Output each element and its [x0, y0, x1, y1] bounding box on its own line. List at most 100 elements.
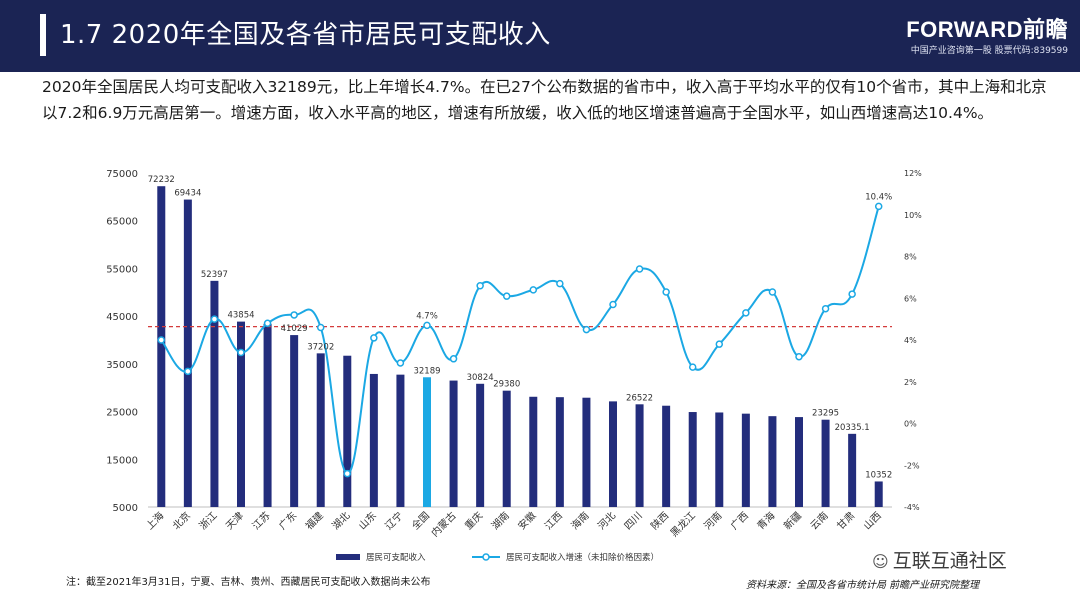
bar — [183, 199, 192, 507]
growth-point — [370, 334, 378, 342]
growth-point — [157, 336, 166, 344]
y-right-tick-label: 0% — [904, 420, 917, 429]
growth-point — [556, 279, 564, 288]
bar — [582, 397, 591, 507]
brand-subtitle: 中国产业咨询第一股 股票代码:839599 — [910, 46, 1068, 56]
page-title: 1.7 2020年全国及各省市居民可支配收入 — [60, 20, 551, 50]
bar — [343, 355, 352, 507]
income-chart: 5000 15000 25000 35000 45000 55000 65000 75000 -… — [106, 169, 922, 563]
x-tick-label: 青海 — [754, 509, 777, 532]
x-tick-label: 北京 — [170, 509, 193, 532]
x-tick-label: 上海 — [143, 509, 166, 532]
y-right-tick-label: -4% — [904, 503, 920, 512]
bar — [529, 396, 538, 507]
bar — [555, 397, 564, 507]
y-left-tick-label: 35000 — [106, 360, 138, 371]
x-tick-label: 湖北 — [330, 510, 353, 533]
bar — [821, 419, 830, 507]
bar — [502, 390, 511, 507]
x-tick-label: 黑龙江 — [667, 509, 697, 539]
bar — [316, 353, 325, 507]
x-tick-label: 河北 — [595, 510, 618, 533]
legend-bar-swatch — [336, 554, 360, 560]
x-tick-label: 福建 — [303, 509, 326, 532]
x-tick-label: 山东 — [356, 509, 379, 532]
bar — [635, 404, 644, 507]
y-left-tick-label: 55000 — [106, 264, 138, 275]
header-bar: 1.7 2020年全国及各省市居民可支配收入 FORWARD前瞻 中国产业咨询第… — [0, 0, 1080, 72]
bar-data-label: 30824 — [467, 373, 494, 383]
growth-point — [263, 319, 272, 328]
y-right-tick-label: 10% — [904, 211, 922, 220]
bar — [848, 433, 857, 507]
bar — [768, 416, 777, 507]
bar — [210, 280, 219, 507]
bar — [795, 417, 803, 507]
x-tick-label: 江西 — [542, 510, 565, 533]
source-note: 资料来源：全国及各省市统计局 前瞻产业研究院整理 — [746, 580, 980, 591]
growth-point — [874, 202, 883, 211]
bar — [476, 383, 485, 507]
bar-data-label: 20335.1 — [835, 423, 870, 433]
x-tick-label: 云南 — [807, 509, 830, 532]
bar-data-label: 72232 — [148, 175, 175, 185]
growth-point — [449, 355, 458, 363]
x-tick-label: 海南 — [568, 509, 591, 532]
legend-bar-label: 居民可支配收入 — [366, 552, 426, 563]
growth-point — [396, 359, 405, 367]
brand-name: FORWARD前瞻 — [906, 17, 1068, 42]
growth-point — [184, 367, 192, 376]
growth-point — [635, 265, 644, 273]
y-right-tick-label: 4% — [904, 336, 917, 345]
x-tick-label: 湖南 — [489, 509, 512, 532]
growth-point — [582, 325, 591, 334]
growth-point — [821, 304, 830, 313]
growth-data-label: 10.4% — [865, 192, 892, 202]
title-accent-bar — [40, 14, 46, 56]
x-tick-label: 河南 — [701, 509, 724, 532]
bar — [449, 380, 458, 507]
y-left-tick-label: 75000 — [106, 169, 138, 180]
y-right-tick-label: 8% — [904, 253, 917, 262]
x-tick-label: 安徽 — [515, 509, 538, 532]
growth-point — [768, 288, 777, 296]
bar — [396, 374, 405, 507]
bar-data-label: 23295 — [812, 409, 839, 419]
y-right-tick-label: -2% — [904, 461, 920, 470]
y-left-tick-label: 65000 — [106, 217, 138, 228]
growth-point — [795, 352, 803, 361]
bar — [290, 335, 299, 507]
bar — [263, 323, 272, 507]
bar — [369, 373, 378, 507]
x-tick-label: 辽宁 — [382, 509, 405, 532]
x-tick-label: 重庆 — [462, 509, 485, 532]
growth-point — [848, 290, 856, 298]
bar — [874, 481, 883, 507]
growth-point — [290, 311, 298, 319]
intro-paragraph: 2020年全国居民人均可支配收入32189元，比上年增长4.7%。在已27个公布… — [42, 78, 1047, 122]
footnote: 注：截至2021年3月31日，宁夏、吉林、贵州、西藏居民可支配收入数据尚未公布 — [66, 577, 431, 588]
bar — [741, 413, 750, 507]
growth-point — [237, 348, 245, 357]
y-right-tick-label: 12% — [904, 169, 922, 178]
bar-data-label: 43854 — [227, 311, 254, 321]
x-tick-label: 广西 — [728, 510, 751, 533]
growth-point — [210, 315, 219, 323]
bar-data-label: 69434 — [174, 189, 201, 199]
growth-point — [476, 281, 484, 290]
bar — [609, 401, 617, 507]
growth-point — [662, 288, 670, 296]
bar — [157, 186, 166, 507]
growth-point — [688, 363, 697, 371]
growth-point — [316, 323, 325, 332]
community-watermark-label: 互联互通社区 — [892, 550, 1007, 572]
x-tick-label: 浙江 — [197, 510, 220, 533]
bar — [688, 412, 697, 507]
x-tick-label: 陕西 — [648, 509, 671, 532]
growth-point — [423, 321, 431, 330]
bar — [662, 405, 671, 507]
bar-data-label: 32189 — [413, 366, 440, 376]
y-right-tick-label: 2% — [904, 378, 917, 387]
y-right-tick-label: 6% — [904, 294, 917, 303]
x-tick-label: 江苏 — [249, 509, 272, 532]
